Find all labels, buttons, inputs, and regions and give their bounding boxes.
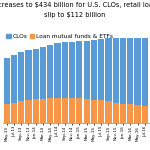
Bar: [120, 38, 126, 104]
Bar: [91, 40, 97, 100]
Bar: [135, 105, 141, 123]
Bar: [69, 98, 75, 123]
Bar: [11, 103, 17, 123]
Bar: [62, 42, 68, 98]
Bar: [69, 42, 75, 98]
Bar: [113, 102, 119, 123]
Text: increases to $434 billion for U.S. CLOs, retail loan: increases to $434 billion for U.S. CLOs,…: [0, 2, 150, 8]
Bar: [105, 101, 112, 123]
Bar: [127, 38, 133, 104]
Bar: [40, 99, 46, 123]
Bar: [84, 99, 90, 123]
Bar: [54, 43, 61, 98]
Bar: [135, 38, 141, 105]
Bar: [98, 100, 104, 123]
Bar: [142, 38, 148, 106]
Bar: [54, 98, 61, 123]
Bar: [76, 99, 82, 123]
Bar: [4, 58, 10, 104]
Bar: [40, 47, 46, 99]
Text: slip to $112 billion: slip to $112 billion: [44, 12, 106, 18]
Bar: [76, 41, 82, 99]
Bar: [142, 106, 148, 123]
Bar: [47, 99, 53, 123]
Bar: [113, 38, 119, 102]
Bar: [25, 100, 32, 123]
Bar: [18, 52, 24, 101]
Bar: [47, 45, 53, 99]
Bar: [33, 99, 39, 123]
Bar: [120, 104, 126, 123]
Bar: [33, 49, 39, 99]
Bar: [25, 50, 32, 100]
Bar: [18, 101, 24, 123]
Bar: [127, 104, 133, 123]
Bar: [62, 98, 68, 123]
Legend: CLOs, Loan mutual funds & ETFs: CLOs, Loan mutual funds & ETFs: [6, 34, 113, 39]
Bar: [84, 41, 90, 99]
Bar: [91, 100, 97, 123]
Bar: [105, 38, 112, 101]
Bar: [98, 39, 104, 100]
Bar: [4, 104, 10, 123]
Bar: [11, 55, 17, 103]
